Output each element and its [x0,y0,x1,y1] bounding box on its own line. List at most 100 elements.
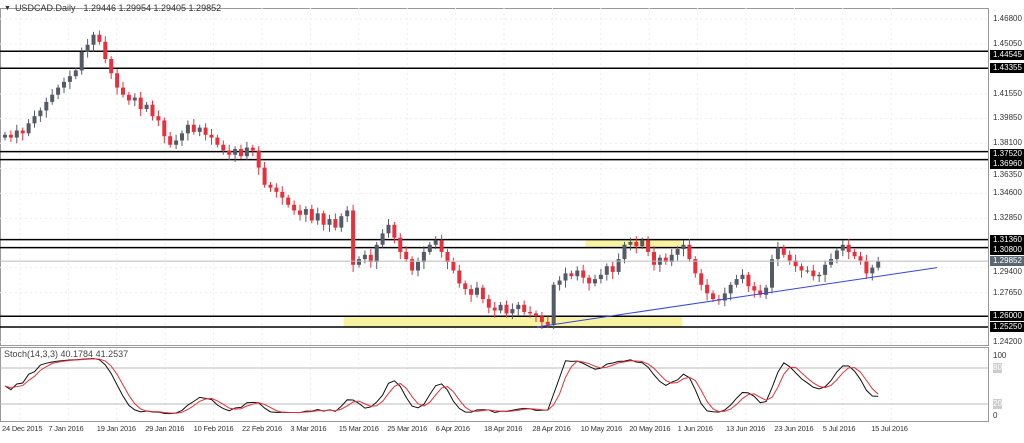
candle-body [298,210,302,215]
candle-body [516,304,521,310]
candle-body [528,311,533,314]
date-label: 10 May 2016 [580,424,622,433]
candle-body [115,73,120,88]
candle-body [97,34,102,42]
date-label: 15 Mar 2016 [338,424,379,433]
support-zone [343,316,683,327]
level-price-label: 1.37520 [990,148,1024,159]
candle-body [593,279,597,284]
candle-body [62,81,66,88]
candle-body [852,251,857,257]
candle-body [652,251,656,265]
stoch-d-line [4,358,879,414]
stoch-label: Stoch(14,3,3) 40.1784 41.2537 [4,349,129,359]
candle-body [563,273,568,281]
date-label: 29 Jan 2016 [145,424,185,433]
candle-body [534,313,538,317]
candle-body [486,299,491,308]
candle-body [457,270,462,284]
candle-body [404,251,409,260]
candle-body [646,240,651,252]
candle-body [292,204,297,211]
candle-body [209,134,214,138]
candle-body [244,147,249,157]
stoch-level-label: 0 [993,411,998,420]
candle-body [616,259,621,272]
candle-body [634,241,639,247]
candle-body [722,293,727,301]
candle-body [91,34,96,45]
price-tick-label: 1.41550 [993,89,1022,99]
price-tick-label: 1.46800 [993,14,1022,23]
candle-body [274,187,279,192]
candle-body [551,284,556,325]
candle-body [740,274,745,280]
candle-body [20,130,25,134]
candle-body [451,261,456,271]
candle-body [781,247,786,255]
candle-body [728,284,733,294]
price-tick-label: 1.34600 [993,188,1022,198]
candle-body [811,270,816,277]
date-label: 19 Jan 2016 [96,424,136,433]
chart-title: ▼ USDCAD.Daily 1.29446 1.29954 1.29405 1… [4,3,221,13]
price-tick-label: 1.27650 [993,287,1022,297]
level-price-label: 1.36960 [990,159,1024,170]
candle-body [309,209,314,221]
date-label: 5 Jul 2016 [822,424,856,433]
date-label: 18 Apr 2016 [484,424,523,433]
support-zone [585,239,683,248]
candle-body [392,224,397,238]
level-price-label: 1.44545 [990,49,1024,60]
candle-body [256,150,261,168]
date-label: 13 Jun 2016 [726,424,766,433]
trendline [537,267,938,328]
candle-body [840,244,845,251]
candle-body [480,287,485,300]
candle-body [50,94,55,102]
candle-body [416,261,420,271]
candle-body [221,144,226,151]
candle-body [492,307,497,311]
candle-body [498,304,503,311]
candle-body [386,224,391,234]
price-tick-label: 1.29400 [993,266,1022,276]
candle-body [805,270,810,272]
stoch-level-label: 100 [993,351,1007,360]
candle-body [734,279,739,285]
date-label: 15 Jul 2016 [871,424,908,433]
candle-body [109,59,114,74]
candle-body [333,219,338,228]
candle-body [174,140,179,145]
candle-body [663,257,668,262]
candle-body [575,270,580,277]
candle-body [286,197,291,205]
candle-body [799,266,804,271]
triangle-down-icon[interactable]: ▼ [4,4,11,12]
candle-body [345,210,350,217]
candle-body [339,216,344,228]
candle-body [711,293,715,300]
candle-body [156,116,161,121]
candle-body [787,254,792,261]
candle-body [752,286,757,291]
candle-body [687,244,692,260]
candle-body [439,240,444,252]
candle-body [327,219,332,225]
trendline-start-date-label: 28 Apr 2016 [532,424,571,433]
candle-body [522,304,527,312]
candle-body [693,259,698,274]
candle-body [227,150,232,155]
candle-body [793,260,798,267]
date-label: 1 Jun 2016 [677,424,713,433]
date-label: 20 May 2016 [629,424,671,433]
candle-body [67,76,72,82]
candle-body [445,251,450,262]
candle-body [191,124,196,132]
candle-body [262,167,267,185]
candle-body [598,274,603,280]
candle-body [239,149,243,157]
candle-body [864,260,869,274]
